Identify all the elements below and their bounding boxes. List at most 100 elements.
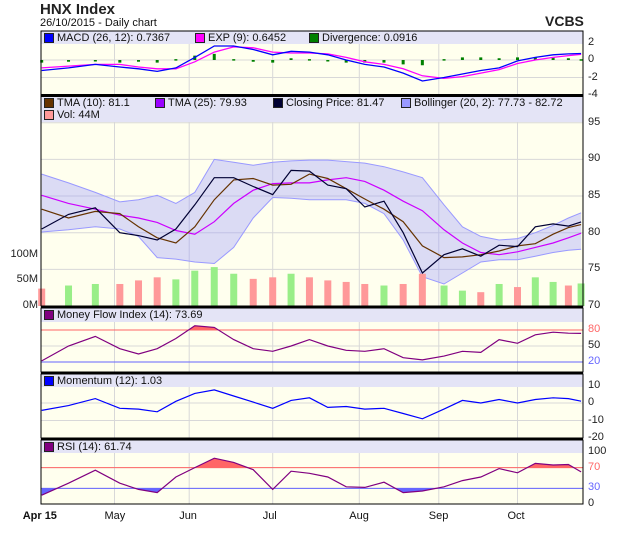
- rsi-legend-band: [41, 440, 583, 453]
- volume-bar: [65, 285, 73, 306]
- mfi-line: [41, 325, 582, 362]
- legend-swatch: [273, 97, 283, 108]
- volume-bar: [230, 273, 238, 306]
- rsi-y-tick-label: 30: [588, 481, 601, 494]
- volume-bar: [577, 283, 585, 306]
- volume-bar: [564, 285, 572, 306]
- divergence-bar: [271, 60, 275, 63]
- volume-tick-label: 50M: [16, 273, 38, 286]
- legend-swatch: [44, 375, 54, 386]
- volume-bar: [531, 277, 539, 306]
- x-tick-label: Jun: [179, 510, 197, 522]
- momentum-legend-item: Momentum (12): 1.03: [44, 374, 162, 387]
- legend-label: Closing Price: 81.47: [286, 96, 385, 109]
- legend-swatch: [309, 32, 319, 43]
- divergence-bar: [401, 60, 405, 65]
- rsi-line: [41, 457, 582, 496]
- bollinger-upper-line: [41, 158, 582, 241]
- main-y-tick-label: 70: [588, 299, 601, 311]
- divergence-bar: [137, 60, 141, 62]
- divergence-bar: [155, 60, 159, 63]
- chart-subtitle: 26/10/2015 - Daily chart: [40, 17, 157, 29]
- macd-y-tick-label: 2: [588, 35, 595, 48]
- volume-bar: [249, 278, 257, 306]
- mfi-y-tick-label: 80: [588, 323, 601, 336]
- momentum-y-tick-label: 0: [588, 396, 595, 408]
- legend-label: EXP (9): 0.6452: [208, 31, 287, 44]
- volume-bar: [305, 277, 313, 306]
- momentum-y-tick-label: -20: [588, 431, 604, 443]
- legend-label: TMA (25): 79.93: [168, 96, 247, 109]
- divergence-bar: [212, 53, 216, 60]
- x-tick-label: Aug: [349, 510, 369, 522]
- x-tick-label: Oct: [507, 510, 525, 522]
- divergence-bar: [307, 59, 311, 61]
- legend-label: Bollinger (20, 2): 77.73 - 82.72: [414, 96, 563, 109]
- x-tick-label: Apr 15: [22, 510, 57, 522]
- volume-tick-label: 100M: [10, 247, 38, 260]
- main-legend-item: TMA (25): 79.93: [155, 96, 247, 109]
- rsi-y-tick-label: 70: [588, 460, 601, 473]
- macd-line: [41, 45, 582, 82]
- volume-bar: [418, 273, 426, 306]
- legend-swatch: [44, 97, 54, 108]
- legend-label: Vol: 44M: [57, 108, 100, 121]
- x-tick-label: Sep: [428, 510, 449, 522]
- mfi-legend-band: [41, 308, 583, 322]
- main-y-tick-label: 75: [588, 262, 601, 275]
- legend-swatch: [195, 32, 205, 43]
- rsi-y-tick-label: 100: [588, 445, 607, 457]
- divergence-bar: [382, 60, 386, 63]
- momentum-panel: [40, 373, 584, 439]
- main-legend-item: Vol: 44M: [44, 108, 100, 121]
- macd-y-tick-label: 0: [588, 53, 595, 65]
- main-y-tick-label: 80: [588, 225, 601, 238]
- volume-tick-label: 0M: [22, 299, 38, 311]
- volume-bar: [172, 279, 180, 306]
- main-legend-item: TMA (10): 81.1: [44, 96, 130, 109]
- main-y-tick-label: 90: [588, 152, 601, 165]
- legend-label: MACD (26, 12): 0.7367: [57, 31, 171, 44]
- main-y-tick-label: 85: [588, 189, 601, 202]
- macd-y-tick-label: -2: [588, 70, 598, 83]
- bollinger-band-fill: [41, 159, 582, 284]
- volume-bar: [269, 277, 277, 306]
- divergence-bar: [251, 60, 255, 62]
- macd-legend-item: Divergence: 0.0916: [309, 31, 417, 44]
- rsi-y-tick-label: 0: [588, 497, 595, 509]
- momentum-line: [41, 389, 582, 420]
- legend-swatch: [155, 97, 165, 108]
- divergence-bar: [118, 60, 122, 63]
- divergence-bar: [344, 60, 348, 63]
- divergence-bar: [460, 57, 464, 60]
- volume-bar: [38, 288, 46, 306]
- divergence-bar: [516, 57, 519, 60]
- rsi-panel: [40, 439, 584, 505]
- divergence-bar: [442, 59, 446, 61]
- divergence-bar: [551, 57, 555, 60]
- volume-bar: [549, 281, 557, 306]
- main-y-tick-label: 95: [588, 115, 601, 128]
- divergence-bar: [533, 57, 537, 60]
- divergence-bar: [326, 60, 330, 62]
- divergence-bar: [67, 60, 71, 62]
- legend-swatch: [44, 441, 54, 452]
- exp-signal-line: [41, 46, 582, 80]
- macd-legend-item: MACD (26, 12): 0.7367: [44, 31, 170, 44]
- macd-legend-item: EXP (9): 0.6452: [195, 31, 286, 44]
- volume-bar: [380, 285, 388, 306]
- divergence-bar: [420, 60, 424, 66]
- volume-bar: [440, 285, 448, 306]
- volume-bar: [191, 270, 199, 306]
- macd-y-tick-label: -4: [588, 88, 598, 100]
- volume-bar: [135, 280, 143, 306]
- legend-label: Momentum (12): 1.03: [57, 374, 163, 387]
- volume-bar: [342, 281, 350, 306]
- rsi-legend-item: RSI (14): 61.74: [44, 440, 132, 453]
- volume-bar: [514, 287, 521, 306]
- divergence-bar: [93, 60, 97, 62]
- momentum-y-tick-label: -10: [588, 413, 604, 426]
- volume-bar: [210, 267, 218, 306]
- legend-swatch: [44, 309, 54, 320]
- divergence-bar: [579, 59, 583, 61]
